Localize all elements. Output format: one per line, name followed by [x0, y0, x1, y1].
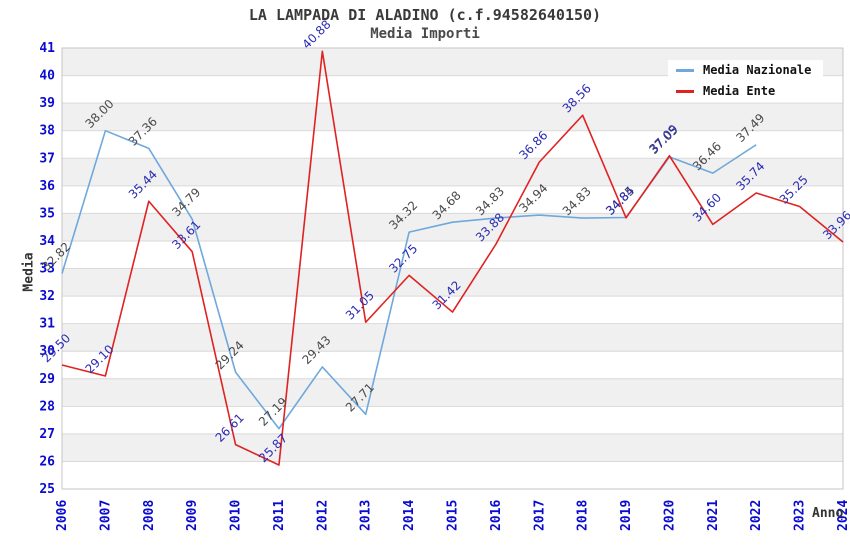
plot-band — [62, 378, 843, 407]
plot-band — [62, 433, 843, 462]
x-tick-label: 2014 — [402, 500, 417, 531]
chart-legend: Media Nazionale Media Ente — [668, 60, 824, 101]
y-tick-label: 25 — [39, 482, 55, 497]
y-tick-label: 38 — [39, 124, 55, 139]
x-tick-label: 2021 — [706, 500, 721, 531]
x-tick-label: 2015 — [446, 500, 461, 531]
x-tick-label: 2009 — [185, 500, 200, 531]
plot-border — [61, 47, 844, 490]
y-tick-label: 40 — [39, 69, 55, 84]
plot-band — [62, 323, 843, 352]
y-tick-label: 26 — [39, 454, 55, 469]
y-tick-label: 31 — [39, 317, 55, 332]
plot-band — [62, 461, 843, 489]
media-ente-line-swatch-icon — [676, 89, 694, 93]
plot-band — [62, 406, 843, 434]
y-tick-label: 28 — [39, 399, 55, 414]
plot-band — [62, 185, 843, 214]
legend-item-media-nazionale: Media Nazionale — [668, 60, 824, 80]
x-tick-label: 2020 — [662, 500, 677, 531]
x-tick-label: 2019 — [619, 500, 634, 531]
y-tick-label: 41 — [39, 41, 55, 56]
x-tick-label: 2012 — [315, 500, 330, 531]
x-tick-label: 2007 — [98, 500, 113, 531]
y-tick-label: 37 — [39, 151, 55, 166]
plot-band — [62, 296, 843, 324]
legend-item-media-ente: Media Ente — [668, 81, 788, 101]
legend-label: Media Nazionale — [703, 63, 812, 77]
y-tick-label: 39 — [39, 96, 55, 111]
series-line-media-ente — [61, 50, 844, 466]
chart-title: LA LAMPADA DI ALADINO (c.f.94582640150) — [248, 6, 602, 24]
x-tick-label: 2024 — [836, 500, 850, 531]
media-nazionale-line-swatch-icon — [676, 68, 694, 72]
y-tick-label: 30 — [39, 344, 55, 359]
legend-label: Media Ente — [703, 84, 776, 98]
x-tick-label: 2017 — [532, 500, 547, 531]
x-tick-label: 2023 — [793, 500, 808, 531]
y-tick-label: 29 — [39, 372, 55, 387]
plot-band — [62, 268, 843, 297]
y-tick-label: 27 — [39, 427, 55, 442]
chart-subtitle: Media Importi — [370, 26, 480, 42]
plot-band — [62, 158, 843, 186]
x-tick-label: 2013 — [359, 500, 374, 531]
plot-band — [62, 130, 843, 159]
x-axis-title: Anno — [812, 506, 844, 521]
plot-band — [62, 103, 843, 131]
y-tick-label: 35 — [39, 206, 55, 221]
x-tick-label: 2016 — [489, 500, 504, 531]
y-axis-title: Media — [21, 252, 37, 292]
y-tick-label: 33 — [39, 262, 55, 277]
x-tick-label: 2006 — [55, 500, 70, 531]
x-tick-label: 2022 — [749, 500, 764, 531]
x-tick-label: 2010 — [229, 500, 244, 531]
y-tick-label: 34 — [39, 234, 55, 249]
x-tick-label: 2018 — [576, 500, 591, 531]
y-tick-label: 32 — [39, 289, 55, 304]
plot-band — [62, 351, 843, 379]
x-tick-label: 2011 — [272, 500, 287, 531]
y-tick-label: 36 — [39, 179, 55, 194]
x-tick-label: 2008 — [142, 500, 157, 531]
